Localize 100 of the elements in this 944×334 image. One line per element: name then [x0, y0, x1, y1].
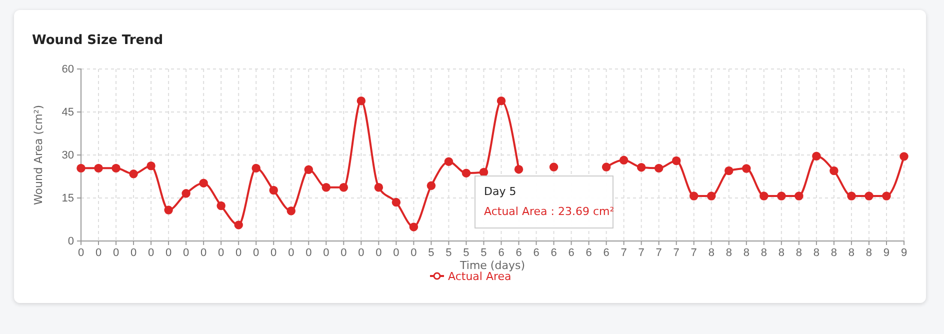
x-tick-label: 0: [78, 246, 84, 259]
x-tick-label: 6: [603, 246, 610, 259]
x-tick-label: 0: [376, 246, 382, 259]
point: [864, 192, 874, 200]
x-tick-label: 0: [112, 246, 120, 259]
point: [900, 152, 908, 161]
point: [549, 162, 558, 172]
point: [322, 183, 331, 192]
y-tick-label: 15: [62, 192, 74, 205]
point: [602, 162, 611, 172]
point: [286, 206, 296, 216]
x-tick-label: 0: [165, 246, 172, 259]
point: [216, 201, 226, 210]
point: [374, 183, 384, 192]
point: [444, 157, 454, 166]
point: [777, 192, 786, 200]
x-tick-label: 9: [883, 246, 890, 259]
x-tick-label: 0: [358, 246, 364, 259]
point: [496, 96, 506, 106]
y-axis-title: Wound Area (cm²): [32, 105, 45, 205]
point: [339, 183, 348, 192]
x-tick-label: 7: [656, 246, 662, 259]
point: [112, 164, 120, 173]
point: [724, 166, 734, 176]
x-tick-label: 8: [726, 246, 732, 259]
point: [356, 96, 366, 106]
x-tick-label: 0: [148, 246, 154, 259]
point: [812, 152, 821, 161]
tooltip-box: Day 5 Actual Area : 23.69 cm²: [474, 176, 614, 228]
point: [794, 192, 804, 200]
point: [392, 198, 401, 207]
x-tick-label: 8: [778, 246, 784, 259]
point: [164, 206, 173, 214]
x-tick-label: 5: [480, 246, 487, 259]
x-tick-label: 6: [550, 246, 557, 259]
annotation: Day 5: [484, 185, 516, 198]
point: [847, 192, 856, 200]
point: [252, 164, 260, 173]
x-tick-label: 7: [620, 246, 627, 259]
point: [304, 165, 314, 174]
x-tick-label: 9: [900, 246, 908, 259]
y-tick-label: 30: [62, 150, 74, 162]
x-tick-label: 5: [446, 246, 452, 259]
point: [76, 164, 86, 173]
point: [619, 156, 628, 165]
x-tick-label: 6: [533, 246, 540, 259]
x-tick-label: 8: [796, 246, 802, 259]
x-tick-label: 0: [288, 246, 294, 259]
point: [462, 168, 471, 178]
x-tick-label: 6: [568, 246, 574, 259]
y-tick-label: 45: [62, 106, 74, 119]
x-tick-label: 6: [516, 246, 522, 259]
point: [269, 186, 278, 195]
point: [514, 164, 524, 174]
x-tick-label: 8: [743, 246, 750, 259]
x-tick-label: 0: [218, 246, 224, 259]
x-tick-label: 0: [393, 246, 400, 259]
point: [234, 220, 243, 230]
y-tick-label: 0: [68, 236, 74, 248]
x-tick-label: 8: [848, 246, 855, 259]
point: [146, 162, 156, 170]
x-tick-label: 0: [340, 246, 347, 259]
point: [129, 170, 138, 178]
x-tick-label: 8: [813, 246, 820, 259]
x-tick-label: 5: [463, 246, 470, 259]
x-tick-label: 0: [306, 246, 312, 259]
point: [636, 162, 646, 172]
point: [409, 222, 418, 232]
x-tick-label: 8: [830, 246, 838, 259]
x-tick-label: 0: [236, 246, 242, 259]
x-tick-label: 7: [638, 246, 644, 259]
x-tick-label: 8: [708, 246, 714, 259]
point: [707, 192, 716, 200]
x-tick-label: 6: [498, 246, 504, 259]
x-tick-label: 0: [253, 246, 260, 259]
point: [830, 166, 838, 176]
x-tick-label: 0: [410, 246, 417, 259]
x-tick-label: 8: [866, 246, 872, 259]
point: [760, 192, 768, 200]
x-tick-label: 0: [323, 246, 330, 259]
x-axis-title: Time (days): [459, 259, 525, 272]
point: [94, 164, 103, 173]
point: [882, 192, 891, 200]
point: [742, 164, 751, 173]
point: [426, 181, 436, 190]
x-tick-label: 0: [270, 246, 277, 259]
x-tick-label: 8: [760, 246, 767, 259]
x-tick-label: 7: [673, 246, 680, 259]
chart-title: Wound Size Trend: [32, 33, 164, 48]
point: [654, 164, 664, 173]
point: [199, 178, 208, 188]
point: [672, 156, 681, 166]
x-tick-label: 7: [690, 246, 697, 259]
x-tick-label: 5: [428, 246, 434, 259]
annotation: Actual Area : 23.69 cm²: [484, 205, 614, 218]
x-tick-label: 6: [586, 246, 592, 259]
x-tick-label: 0: [183, 246, 190, 259]
point: [182, 189, 190, 198]
x-tick-label: 0: [95, 246, 102, 259]
x-tick-label: 0: [130, 246, 137, 259]
